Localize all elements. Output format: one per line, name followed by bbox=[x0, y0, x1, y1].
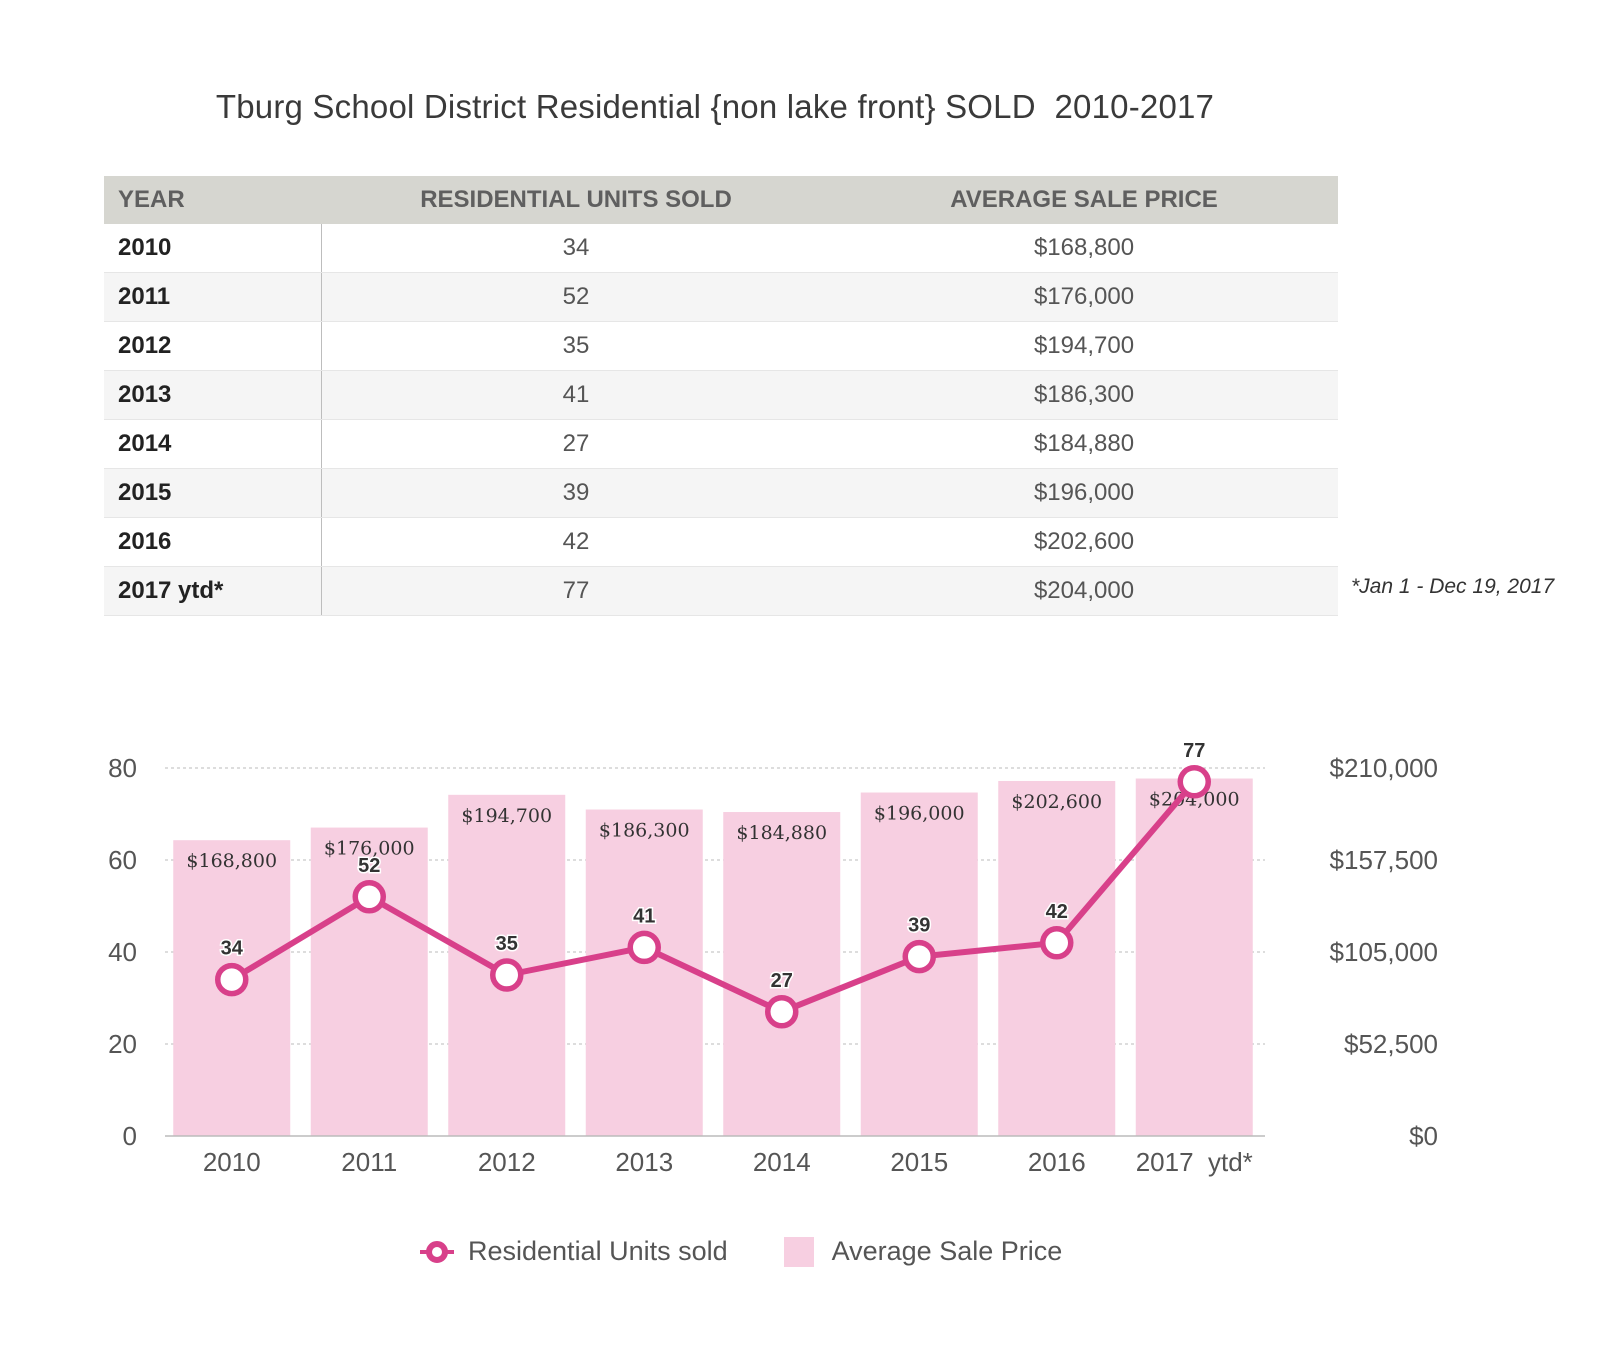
table-row: 2016 42 $202,600 bbox=[104, 518, 1338, 567]
cell-units: 35 bbox=[562, 332, 590, 359]
category-label: 2010 bbox=[203, 1147, 261, 1177]
point-label: 42 bbox=[1046, 901, 1068, 923]
header-price: AVERAGE SALE PRICE bbox=[950, 186, 1218, 213]
bar bbox=[1135, 778, 1253, 1136]
cell-year: 2014 bbox=[104, 420, 322, 468]
table-row: 2017 ytd* 77 $204,000 bbox=[104, 567, 1338, 616]
data-point bbox=[765, 995, 799, 1029]
cell-year: 2017 ytd* bbox=[104, 567, 322, 615]
cell-units: 42 bbox=[562, 528, 590, 555]
right-tick-label: $105,000 bbox=[1330, 937, 1438, 967]
legend-label-units: Residential Units sold bbox=[468, 1236, 728, 1266]
cell-year: 2012 bbox=[104, 322, 322, 370]
category-label: 2012 bbox=[478, 1147, 536, 1177]
table-row: 2011 52 $176,000 bbox=[104, 273, 1338, 322]
data-point bbox=[627, 930, 661, 965]
table-row: 2013 41 $186,300 bbox=[104, 371, 1338, 420]
left-tick-label: 80 bbox=[108, 753, 137, 783]
left-tick-label: 20 bbox=[108, 1029, 137, 1059]
legend-item-price: Average Sale Price bbox=[783, 1236, 1063, 1267]
category-label: 2016 bbox=[1028, 1147, 1086, 1177]
bar bbox=[585, 809, 703, 1136]
footnote: *Jan 1 - Dec 19, 2017 bbox=[1351, 575, 1555, 598]
cell-price: $176,000 bbox=[1033, 283, 1135, 310]
category-label: 2013 bbox=[615, 1147, 673, 1177]
category-label: 2014 bbox=[753, 1147, 811, 1177]
data-point bbox=[490, 958, 524, 992]
bar-swatch-icon bbox=[783, 1236, 814, 1267]
page-title: Tburg School District Residential {non l… bbox=[215, 88, 1215, 125]
bar-label: $176,000 bbox=[324, 838, 415, 860]
cell-units: 41 bbox=[562, 381, 590, 408]
bar-label: $194,700 bbox=[461, 805, 552, 827]
cell-units: 77 bbox=[562, 577, 590, 604]
category-label: 2017 ytd* bbox=[1136, 1147, 1253, 1177]
table-row: 2012 35 $194,700 bbox=[104, 322, 1338, 371]
right-tick-label: $0 bbox=[1409, 1121, 1438, 1151]
table-row: 2015 39 $196,000 bbox=[104, 469, 1338, 518]
data-point bbox=[1040, 926, 1074, 960]
chart-legend: Residential Units sold Average Sale Pric… bbox=[420, 1236, 1118, 1267]
cell-year: 2015 bbox=[104, 469, 322, 517]
right-tick-label: $210,000 bbox=[1330, 753, 1438, 783]
legend-item-units: Residential Units sold bbox=[420, 1236, 728, 1267]
sales-table: YEAR RESIDENTIAL UNITS SOLD AVERAGE SALE… bbox=[104, 176, 1338, 616]
header-units: RESIDENTIAL UNITS SOLD bbox=[420, 186, 732, 213]
category-label: 2015 bbox=[890, 1147, 948, 1177]
cell-units: 27 bbox=[562, 430, 590, 457]
bar-label: $186,300 bbox=[599, 820, 690, 842]
point-label: 41 bbox=[633, 905, 655, 927]
bar-label: $196,000 bbox=[874, 803, 965, 825]
cell-year: 2010 bbox=[104, 224, 322, 272]
cell-price: $184,880 bbox=[1033, 430, 1135, 457]
units-line bbox=[230, 779, 1197, 1015]
left-tick-label: 40 bbox=[108, 937, 137, 967]
bar bbox=[310, 827, 428, 1136]
left-tick-label: 60 bbox=[108, 845, 137, 875]
cell-price: $202,600 bbox=[1033, 528, 1135, 555]
point-label: 52 bbox=[358, 855, 380, 877]
point-label: 27 bbox=[771, 970, 793, 992]
cell-units: 39 bbox=[562, 479, 590, 506]
bar-label: $184,880 bbox=[736, 822, 827, 844]
point-label: 35 bbox=[496, 933, 518, 955]
cell-year: 2011 bbox=[104, 273, 322, 321]
cell-price: $194,700 bbox=[1033, 332, 1135, 359]
right-tick-label: $52,500 bbox=[1344, 1029, 1438, 1059]
cell-year: 2016 bbox=[104, 518, 322, 566]
combo-chart: $168,800 $176,000 $194,700 $186,300 $184,880… bbox=[108, 740, 1438, 1177]
point-label: 77 bbox=[1183, 740, 1205, 762]
data-point bbox=[1177, 765, 1211, 799]
point-label: 34 bbox=[221, 938, 244, 960]
data-point bbox=[215, 962, 249, 997]
table-row: 2010 34 $168,800 bbox=[104, 224, 1338, 273]
data-point bbox=[902, 939, 936, 974]
line-marker-icon bbox=[420, 1240, 454, 1263]
data-point bbox=[352, 880, 386, 914]
table-row: 2014 27 $184,880 bbox=[104, 420, 1338, 469]
category-label: 2011 bbox=[341, 1147, 397, 1177]
right-tick-label: $157,500 bbox=[1330, 845, 1438, 875]
bar bbox=[723, 812, 841, 1136]
cell-price: $168,800 bbox=[1033, 234, 1135, 261]
cell-units: 34 bbox=[562, 234, 590, 261]
legend-label-price: Average Sale Price bbox=[831, 1236, 1063, 1266]
point-label: 39 bbox=[908, 915, 930, 937]
cell-year: 2013 bbox=[104, 371, 322, 419]
bar-label: $202,600 bbox=[1011, 791, 1102, 813]
header-year: YEAR bbox=[118, 186, 185, 213]
cell-price: $196,000 bbox=[1033, 479, 1135, 506]
table-header: YEAR RESIDENTIAL UNITS SOLD AVERAGE SALE… bbox=[104, 176, 1338, 224]
cell-price: $186,300 bbox=[1033, 381, 1135, 408]
table-body: 2010 34 $168,800 2011 52 $176,000 2012 35 $194,7… bbox=[104, 224, 1338, 616]
cell-price: $204,000 bbox=[1033, 577, 1135, 604]
left-tick-label: 0 bbox=[123, 1121, 137, 1151]
bar-label: $168,800 bbox=[186, 850, 277, 872]
cell-units: 52 bbox=[562, 283, 590, 310]
